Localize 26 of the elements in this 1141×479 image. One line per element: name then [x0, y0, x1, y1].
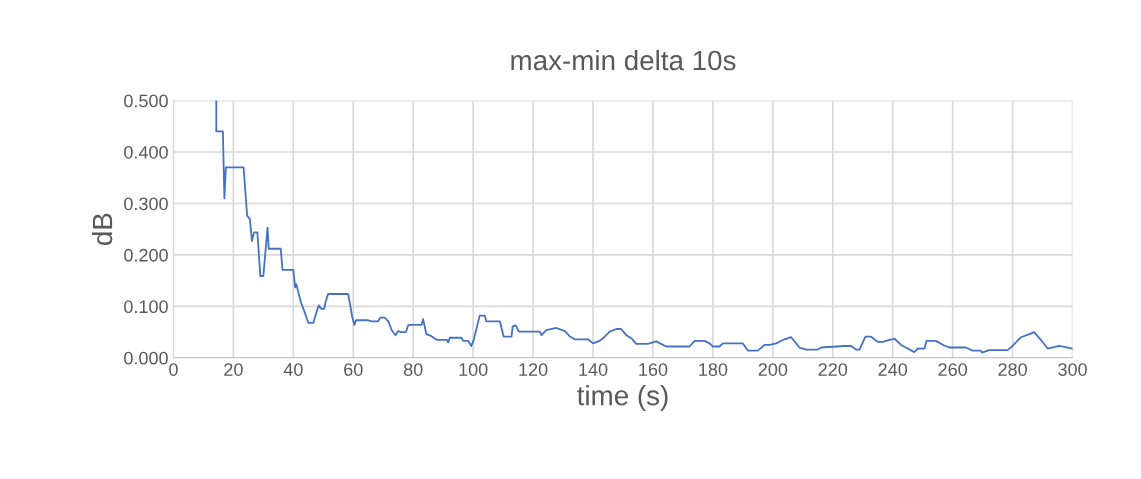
x-tick-label: 220	[818, 363, 848, 376]
y-tick-label: 0.100	[124, 300, 168, 314]
x-tick-label: 120	[519, 363, 548, 376]
x-tick-label: 180	[699, 363, 728, 376]
line-series	[215, 100, 1073, 354]
x-tick-label: 200	[758, 363, 788, 376]
x-tick-label: 280	[998, 363, 1027, 376]
y-tick-label: 0.300	[124, 197, 168, 211]
y-tick-label: 0.200	[124, 248, 168, 262]
x-axis-title: time (s)	[577, 385, 668, 411]
x-tick-label: 0	[169, 363, 178, 376]
x-tick-label: 140	[579, 363, 608, 376]
chart-title: max-min delta 10s	[511, 49, 736, 71]
y-tick-label: 0.400	[124, 145, 168, 159]
y-tick-label: 0.000	[124, 351, 168, 365]
x-tick-label: 20	[224, 363, 243, 376]
x-tick-label: 100	[459, 363, 488, 376]
x-tick-label: 40	[283, 363, 303, 376]
y-axis-title: dB	[91, 213, 113, 246]
x-tick-label: 80	[403, 363, 423, 376]
x-tick-label: 300	[1058, 363, 1087, 376]
x-tick-label: 160	[639, 363, 668, 376]
x-tick-label: 260	[938, 363, 968, 376]
y-tick-label: 0.500	[124, 94, 168, 108]
x-tick-label: 240	[878, 363, 908, 376]
x-tick-label: 60	[344, 363, 363, 376]
